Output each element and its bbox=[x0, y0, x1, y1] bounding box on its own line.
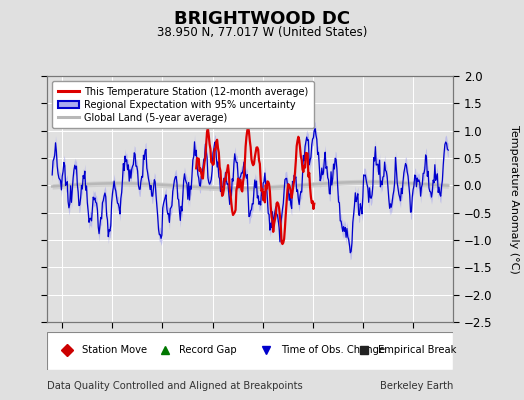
Text: Record Gap: Record Gap bbox=[179, 345, 237, 355]
Text: 38.950 N, 77.017 W (United States): 38.950 N, 77.017 W (United States) bbox=[157, 26, 367, 39]
Text: Berkeley Earth: Berkeley Earth bbox=[380, 381, 453, 391]
FancyBboxPatch shape bbox=[47, 332, 453, 370]
Y-axis label: Temperature Anomaly (°C): Temperature Anomaly (°C) bbox=[509, 125, 519, 273]
Legend: This Temperature Station (12-month average), Regional Expectation with 95% uncer: This Temperature Station (12-month avera… bbox=[52, 81, 314, 128]
Text: Time of Obs. Change: Time of Obs. Change bbox=[281, 345, 385, 355]
Text: Station Move: Station Move bbox=[82, 345, 147, 355]
Text: Empirical Break: Empirical Break bbox=[378, 345, 456, 355]
Text: BRIGHTWOOD DC: BRIGHTWOOD DC bbox=[174, 10, 350, 28]
Text: Data Quality Controlled and Aligned at Breakpoints: Data Quality Controlled and Aligned at B… bbox=[47, 381, 303, 391]
